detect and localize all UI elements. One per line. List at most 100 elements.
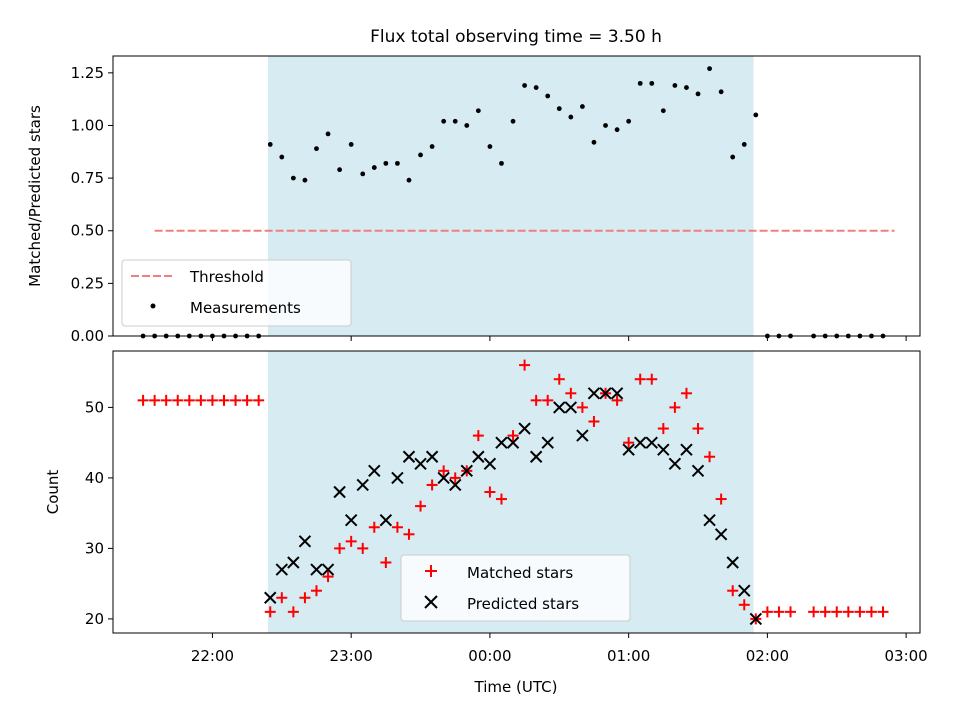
measurement-point: [371, 165, 377, 170]
matched-star-marker: [322, 571, 334, 583]
predicted-marker-b: [726, 556, 739, 569]
matched-star-marker: [842, 606, 854, 618]
measurement-point: [499, 160, 504, 166]
predicted-marker-b: [657, 443, 670, 456]
legend-matched-label: Matched stars: [467, 564, 573, 582]
legend-measurements-label: Measurements: [190, 299, 301, 317]
predicted-star-marker: [680, 443, 693, 456]
measurement-point: [522, 83, 527, 88]
measurement-point: [730, 154, 736, 160]
predicted-marker-b: [414, 457, 427, 471]
measurement-point: [510, 118, 516, 124]
x-tick-label: 02:00: [746, 647, 789, 665]
matched-star-marker: [183, 394, 195, 406]
predicted-marker-b: [738, 584, 751, 597]
matched-star-marker: [611, 394, 623, 406]
matched-star-marker: [704, 451, 716, 463]
predicted-star-marker: [738, 584, 751, 597]
matched-star-marker: [253, 394, 265, 406]
measurement-point: [464, 123, 470, 128]
measurement-point: [290, 175, 296, 181]
predicted-star-marker: [414, 457, 427, 471]
matched-star-marker: [773, 606, 785, 618]
predicted-marker-b: [645, 436, 658, 449]
measurement-point: [591, 139, 597, 145]
predicted-marker-b: [287, 556, 300, 569]
predicted-marker-b: [553, 401, 566, 414]
predicted-star-marker: [344, 513, 358, 527]
measurement-point: [649, 80, 655, 86]
predicted-marker-b: [518, 422, 531, 435]
legend-matched-swatch: [425, 565, 437, 577]
matched-star-marker: [530, 394, 542, 406]
predicted-star-marker: [379, 513, 393, 527]
matched-star-marker: [785, 606, 797, 618]
predicted-marker-b: [472, 450, 485, 463]
top-y-axis-label: Matched/Predicted stars: [26, 105, 44, 287]
matched-star-marker: [426, 479, 438, 491]
bottom-legend: Matched stars Predicted stars: [400, 554, 631, 622]
measurement-point: [626, 118, 632, 124]
matched-star-marker: [831, 606, 843, 618]
matched-star-marker: [854, 606, 866, 618]
predicted-star-marker: [472, 450, 485, 463]
measurement-point: [660, 108, 666, 114]
bottom-y-tick-label: 50: [85, 398, 104, 416]
matched-star-marker: [241, 394, 253, 406]
measurement-point: [718, 89, 724, 95]
matched-star-marker: [206, 394, 218, 406]
predicted-star-marker: [368, 464, 381, 478]
bottom-axes-frame: [112, 350, 921, 634]
bottom-y-tick-label: 30: [85, 539, 104, 557]
matched-star-marker: [657, 423, 669, 435]
legend-threshold-label: Threshold: [189, 268, 264, 286]
predicted-star-marker: [425, 450, 439, 463]
matched-star-marker: [415, 500, 427, 512]
matched-star-marker: [264, 606, 276, 618]
matched-star-marker: [727, 585, 739, 597]
measurement-point: [360, 171, 366, 177]
predicted-star-marker: [275, 563, 289, 576]
predicted-star-marker: [610, 387, 624, 400]
predicted-star-markers: [264, 387, 763, 626]
top-panel: 0.00 0.25 0.50 0.75 1.00 1.25 Matched/Predict…: [26, 55, 921, 345]
measurement-point: [695, 91, 701, 97]
predicted-marker-b: [680, 443, 693, 456]
predicted-star-marker: [749, 612, 763, 626]
predicted-marker-b: [691, 464, 705, 478]
measurement-point: [406, 177, 412, 183]
predicted-marker-b: [622, 443, 635, 456]
predicted-star-marker: [587, 387, 601, 400]
predicted-star-marker: [391, 471, 404, 485]
predicted-star-marker: [599, 387, 612, 400]
predicted-marker-b: [495, 436, 508, 449]
legend-measurements-swatch: [150, 303, 156, 309]
matched-star-marker: [669, 401, 681, 413]
measurement-point: [337, 167, 343, 173]
top-axes-frame: [112, 55, 921, 337]
top-y-tick-label: 0.75: [71, 169, 104, 187]
predicted-star-marker: [483, 457, 497, 471]
matched-star-marker: [438, 465, 450, 477]
bottom-y-tick-label: 20: [85, 610, 104, 628]
predicted-star-marker: [553, 401, 566, 414]
matched-star-marker: [195, 394, 207, 406]
top-y-tick-label: 0.00: [71, 327, 104, 345]
predicted-star-marker: [333, 485, 346, 499]
x-axis-label: Time (UTC): [474, 678, 558, 696]
matched-star-marker: [149, 394, 161, 406]
matched-star-marker: [692, 423, 704, 435]
predicted-star-marker: [634, 436, 647, 449]
x-tick-label: 03:00: [885, 647, 928, 665]
predicted-marker-b: [437, 471, 450, 485]
predicted-star-marker: [356, 478, 369, 492]
measurement-point: [395, 160, 400, 166]
matched-star-marker: [391, 521, 403, 533]
predicted-star-marker: [264, 591, 277, 604]
predicted-star-marker: [529, 450, 543, 463]
matched-star-marker: [310, 585, 322, 597]
predicted-marker-b: [703, 513, 716, 527]
predicted-marker-b: [321, 563, 335, 576]
x-tick-label: 23:00: [330, 647, 373, 665]
matched-star-marker: [495, 493, 507, 505]
